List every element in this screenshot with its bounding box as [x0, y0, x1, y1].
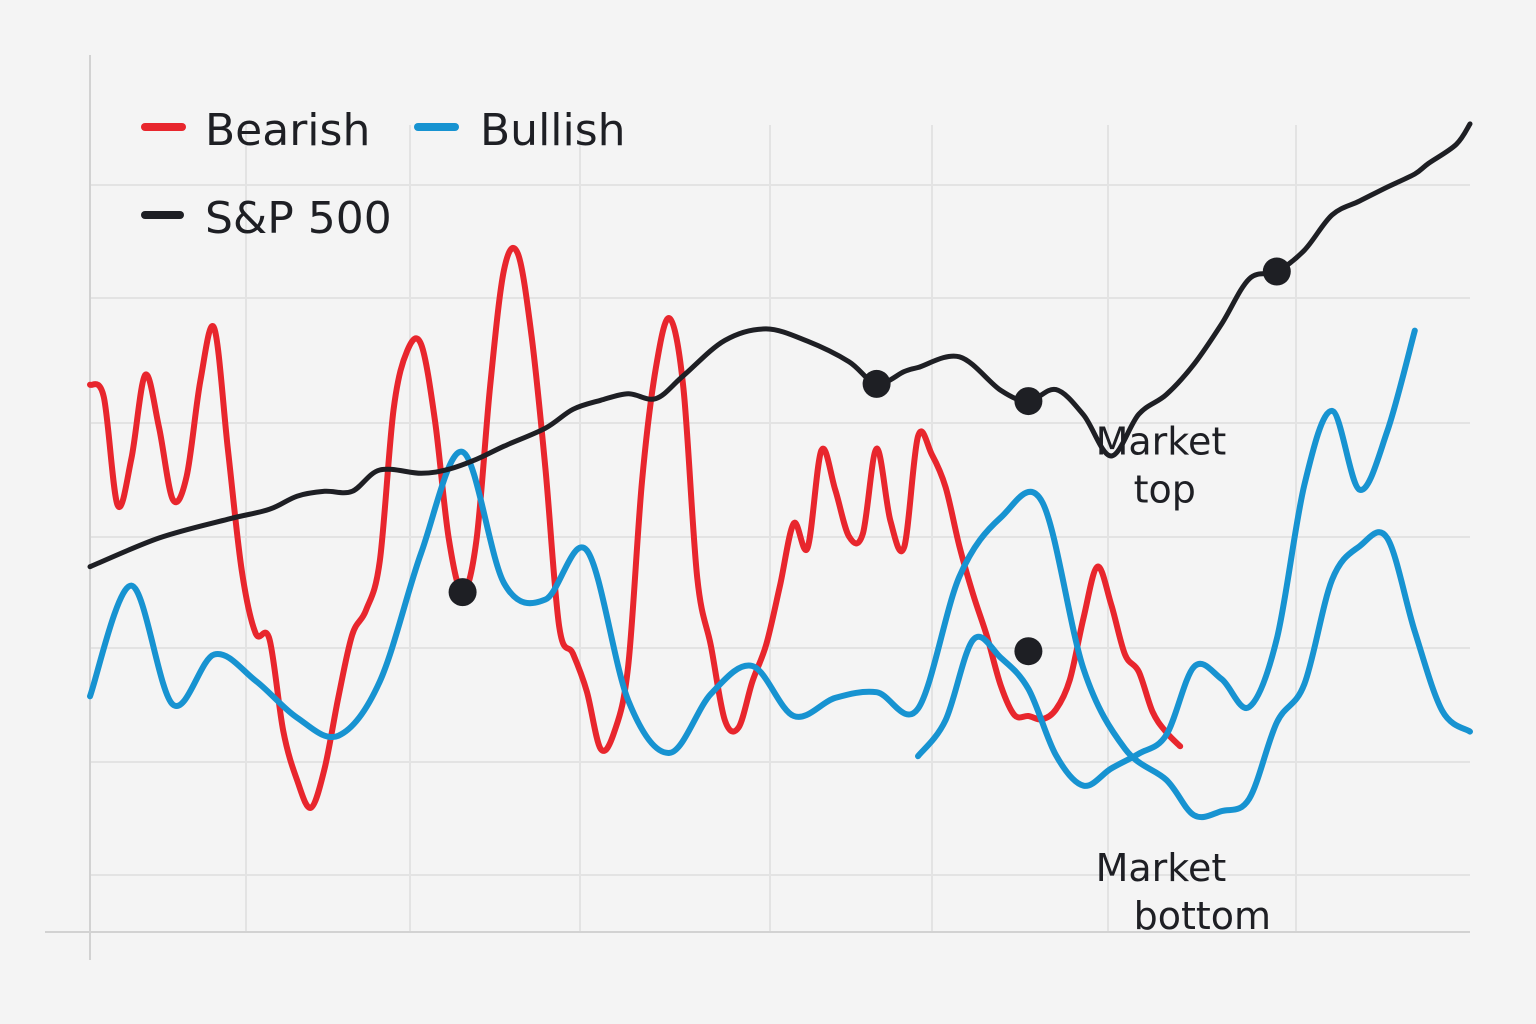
crossover-marker-3 — [448, 578, 477, 607]
crossover-marker-2 — [1262, 257, 1291, 286]
series-line-bullish-0 — [87, 448, 1473, 821]
annotation-market-top: Market top — [1096, 419, 1227, 511]
annotation-line: Market — [1096, 419, 1227, 463]
chart-axes — [45, 55, 1470, 960]
series-line-bullish-1 — [915, 327, 1418, 789]
annotation-line: Market — [1096, 846, 1227, 890]
chart-grid — [90, 125, 1470, 932]
marker-layer — [448, 257, 1291, 666]
crossover-marker-4 — [1014, 637, 1043, 666]
crossover-marker-1 — [1014, 387, 1043, 416]
annotation-line: top — [1134, 467, 1196, 511]
legend-label-bearish: Bearish — [205, 105, 370, 156]
annotation-line: bottom — [1134, 894, 1271, 938]
series-line-s-p-500 — [87, 121, 1473, 570]
legend-label-bullish: Bullish — [480, 105, 626, 156]
chart-legend: Bearish Bullish S&P 500 — [141, 105, 626, 244]
crossover-marker-0 — [862, 369, 891, 398]
legend-label-sp500: S&P 500 — [205, 193, 392, 244]
annotation-market-bottom: Market bottom — [1096, 846, 1271, 938]
series-line-bearish — [87, 245, 1184, 811]
